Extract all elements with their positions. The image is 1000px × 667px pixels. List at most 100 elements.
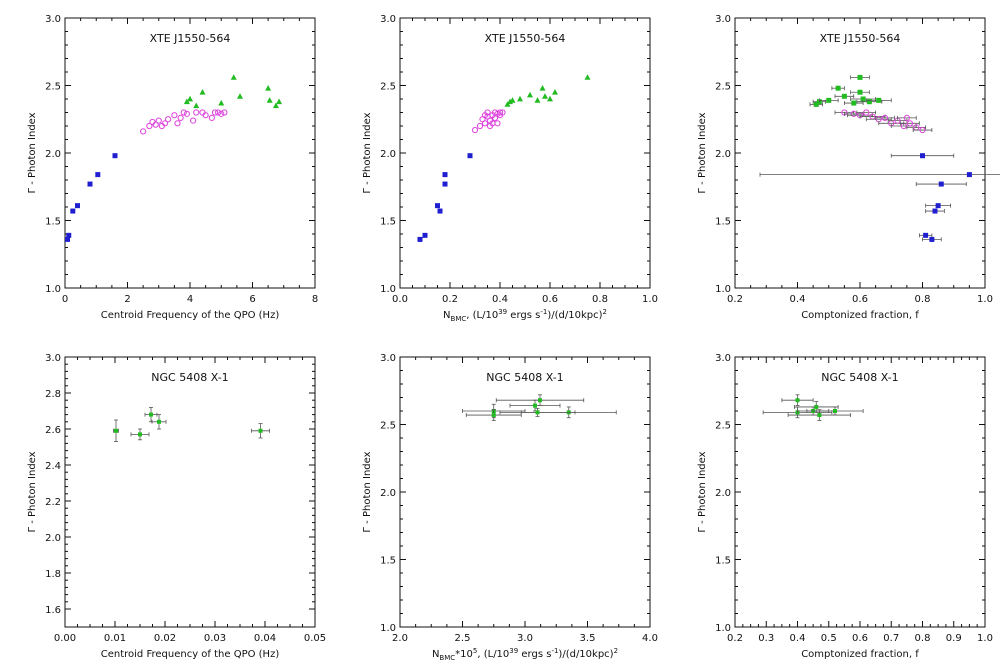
x-tick-label: 0.6 bbox=[852, 294, 868, 305]
data-point-green bbox=[535, 410, 540, 415]
x-tick-label: 0.6 bbox=[852, 633, 868, 644]
y-tick-label: 2.0 bbox=[380, 488, 396, 499]
data-point-magenta bbox=[174, 120, 181, 127]
x-tick-label: 0.05 bbox=[304, 633, 326, 644]
data-point-blue bbox=[442, 181, 448, 187]
data-point-green bbox=[833, 409, 837, 413]
x-tick-label: 0.02 bbox=[154, 633, 176, 644]
x-axis-label-part: 2 bbox=[602, 308, 606, 316]
data-point-blue bbox=[112, 153, 118, 159]
plot-frame bbox=[399, 17, 651, 289]
x-tick-label: 0.4 bbox=[790, 294, 806, 305]
x-axis-label-part: ergs s bbox=[518, 649, 551, 660]
data-point-blue bbox=[938, 181, 944, 187]
data-point-blue bbox=[923, 232, 929, 238]
data-point-green bbox=[149, 412, 153, 417]
data-point-magenta bbox=[208, 114, 215, 122]
x-tick-label: 1.0 bbox=[642, 294, 658, 305]
x-axis-label-part: N bbox=[443, 310, 450, 321]
data-point-blue bbox=[920, 153, 925, 159]
plot-frame bbox=[734, 356, 986, 628]
y-tick-label: 2.5 bbox=[715, 421, 731, 432]
plot-frame bbox=[64, 17, 316, 289]
data-point-magenta bbox=[190, 117, 197, 124]
y-tick-label: 1.6 bbox=[45, 605, 61, 616]
data-point-magenta bbox=[202, 112, 209, 119]
data-point-magenta bbox=[152, 121, 159, 128]
data-point-green bbox=[183, 98, 190, 105]
y-tick-label: 1.5 bbox=[45, 217, 61, 228]
data-point-magenta bbox=[155, 117, 162, 124]
x-tick-label: 0.2 bbox=[442, 294, 458, 305]
plot-frame bbox=[399, 356, 651, 628]
data-point-green bbox=[138, 432, 142, 437]
panel-xte-qpo: 0 2 4 6 8 1.0 1.5 2.0 2.5 3.0 XTE J1550-564 Γ - Pho… bbox=[27, 14, 318, 321]
x-tick-label: 4.0 bbox=[642, 633, 658, 644]
x-tick-label: 0.04 bbox=[254, 633, 276, 644]
y-tick-label: 2.4 bbox=[45, 461, 61, 472]
data-point-magenta bbox=[476, 122, 484, 130]
data-point-blue bbox=[65, 236, 70, 242]
data-point-green bbox=[187, 95, 193, 102]
data-point-green bbox=[857, 74, 863, 80]
data-point-blue bbox=[75, 203, 80, 209]
data-point-blue bbox=[417, 236, 423, 242]
data-point-green bbox=[841, 93, 847, 99]
y-tick-label: 1.0 bbox=[715, 623, 731, 634]
data-point-blue bbox=[435, 203, 440, 209]
data-point-green bbox=[835, 85, 841, 91]
x-tick-label: 0.2 bbox=[727, 633, 743, 644]
y-tick-label: 2.5 bbox=[45, 82, 61, 93]
y-tick-label: 1.0 bbox=[715, 284, 731, 295]
y-tick-label: 3.0 bbox=[715, 14, 731, 25]
x-axis-label-part: 39 bbox=[498, 308, 507, 316]
data-point-green bbox=[857, 89, 863, 95]
panel-title: NGC 5408 X-1 bbox=[486, 371, 563, 384]
data-point-magenta bbox=[211, 109, 219, 116]
x-tick-label: 0.8 bbox=[915, 633, 931, 644]
data-point-green bbox=[817, 413, 822, 418]
x-axis-label: Comptonized fraction, f bbox=[801, 310, 919, 321]
data-point-green bbox=[491, 413, 496, 418]
y-tick-label: 3.0 bbox=[45, 14, 61, 25]
data-point-magenta bbox=[183, 110, 190, 117]
x-axis-label-part: 5 bbox=[473, 647, 477, 655]
data-point-green bbox=[795, 398, 800, 403]
data-point-green bbox=[814, 404, 819, 409]
x-axis-label-part: 2 bbox=[614, 647, 618, 655]
panel-title: XTE J1550-564 bbox=[150, 32, 231, 45]
data-point-green bbox=[584, 74, 591, 80]
data-point-green bbox=[547, 95, 553, 102]
data-point-green bbox=[114, 428, 118, 433]
x-axis-label-part: , (L/10 bbox=[466, 310, 498, 321]
data-point-magenta bbox=[193, 109, 200, 116]
data-point-magenta bbox=[496, 109, 504, 116]
y-tick-label: 1.0 bbox=[380, 623, 396, 634]
x-tick-label: 0.9 bbox=[946, 633, 962, 644]
panel-ngc-qpo: 0.00 0.01 0.02 0.03 0.04 0.05 1.6 1.8 2.0 2.2 2.4 2… bbox=[27, 353, 326, 660]
x-tick-label: 0.4 bbox=[492, 294, 508, 305]
data-point-blue bbox=[467, 153, 473, 159]
plot-frame bbox=[64, 356, 316, 628]
y-tick-label: 1.0 bbox=[380, 284, 396, 295]
data-point-magenta bbox=[481, 120, 489, 127]
x-axis-label: Centroid Frequency of the QPO (Hz) bbox=[101, 649, 280, 660]
data-point-green bbox=[193, 102, 200, 109]
data-point-magenta bbox=[221, 109, 228, 116]
data-point-blue bbox=[966, 172, 972, 178]
data-point-green bbox=[276, 98, 283, 105]
data-point-magenta bbox=[180, 109, 187, 116]
data-point-blue bbox=[442, 172, 448, 178]
x-tick-label: 0.6 bbox=[542, 294, 558, 305]
data-point-green bbox=[826, 97, 832, 103]
panel-title: NGC 5408 X-1 bbox=[821, 371, 898, 384]
x-tick-label: 2.0 bbox=[392, 633, 408, 644]
data-point-green bbox=[538, 398, 542, 403]
y-axis-label: Γ - Photon Index bbox=[697, 112, 708, 193]
data-point-green bbox=[876, 97, 882, 103]
x-tick-label: 0.8 bbox=[592, 294, 608, 305]
y-tick-label: 3.0 bbox=[380, 14, 396, 25]
y-tick-label: 2.8 bbox=[45, 389, 61, 400]
data-point-green bbox=[813, 101, 819, 107]
